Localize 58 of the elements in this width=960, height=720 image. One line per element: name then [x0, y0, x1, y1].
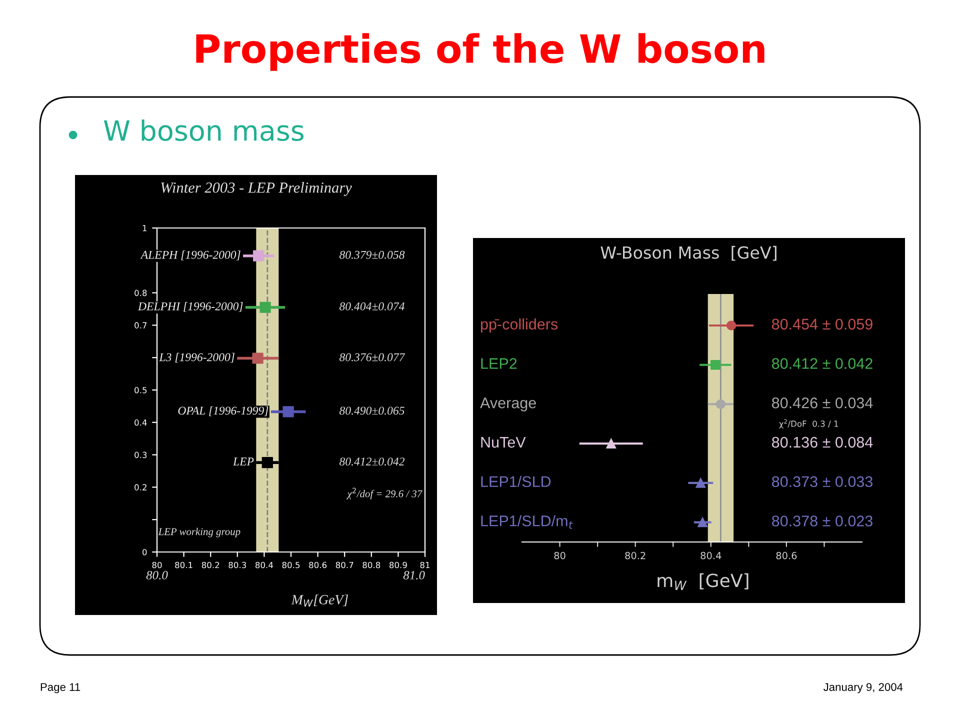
y-tick-label: pp̄-colliders — [480, 318, 558, 333]
text: Page 11 — [40, 683, 80, 694]
x-tick-label: 80.5 — [282, 562, 300, 568]
x-tick-label: 80.4 — [700, 552, 722, 560]
x-axis-title: M$_{W}$[GeV] — [291, 594, 348, 607]
x-tick-label: 80.9 — [389, 562, 407, 568]
annotation: 80.412±0.042 — [339, 458, 404, 466]
series-label: DELPHI [1996-2000] — [138, 302, 243, 312]
x-tick-label: 80.7 — [336, 562, 354, 568]
chart-title: W-Boson Mass [GeV] — [600, 246, 776, 261]
x-tick-label: 80.6 — [776, 552, 797, 560]
annotation: 80.376±0.077 — [339, 353, 406, 362]
annotation: 80.136 ± 0.084 — [772, 436, 873, 448]
text: Properties of the W boson — [196, 33, 764, 71]
series-label: LEP — [232, 458, 254, 466]
x-tick-label: 80.2 — [625, 552, 646, 560]
text: 80.0 — [146, 570, 168, 580]
text: January 9, 2004 — [823, 683, 903, 694]
x-tick-label: 80.3 — [228, 562, 246, 568]
x-tick-label: 80 — [554, 552, 566, 560]
y-tick-label: 0.8 — [134, 290, 147, 296]
y-tick-label: 0 — [142, 548, 147, 556]
x-tick-label: 80.2 — [202, 562, 220, 568]
annotation: 80.412 ± 0.042 — [772, 358, 872, 369]
x-tick-label: 80.6 — [309, 562, 327, 568]
y-tick-label: 0.4 — [134, 419, 147, 426]
chart-title: Winter 2003 - LEP Preliminary — [161, 182, 352, 196]
annotation: 80.426 ± 0.034 — [772, 398, 873, 408]
y-tick-label: 0.7 — [134, 322, 147, 328]
x-tick-label: 80.8 — [362, 562, 380, 568]
x-tick-label: 80 — [152, 562, 162, 568]
annotation: χ$^{2}$/DoF 0.3 / 1 — [779, 419, 838, 428]
y-tick-label: NuTeV — [481, 437, 526, 448]
annotation: LEP working group — [158, 528, 240, 538]
y-tick-label: 0.2 — [134, 484, 146, 490]
y-tick-label: Average — [480, 398, 536, 412]
series-label: L3 [1996-2000] — [159, 352, 234, 363]
y-tick-label: 0.5 — [134, 386, 147, 394]
annotation: χ$^{2}$/dof = 29.6 / 37 — [346, 488, 422, 500]
x-axis-title: m$_{W}$ [GeV] — [658, 573, 748, 590]
y-tick-label: LEP2 — [481, 358, 517, 369]
y-tick-label: LEP1/SLD — [481, 476, 551, 488]
x-tick-label: 80.4 — [255, 562, 274, 568]
series-label: OPAL [1996-1999] — [178, 406, 268, 416]
y-tick-label: LEP1/SLD/m$_{t}$ — [481, 515, 573, 529]
x-tick-label: 81 — [420, 562, 430, 568]
text: 81.0 — [403, 570, 425, 580]
annotation: 80.379±0.058 — [339, 250, 405, 259]
annotation: 80.378 ± 0.023 — [772, 516, 872, 526]
text: W boson mass — [104, 120, 304, 142]
annotation: 80.404±0.074 — [339, 302, 404, 310]
annotation: 80.454 ± 0.059 — [772, 318, 872, 330]
annotation: 80.373 ± 0.033 — [772, 476, 872, 488]
y-tick-label: 1 — [142, 225, 147, 232]
annotation: 80.490±0.065 — [339, 406, 404, 415]
y-tick-label: 0.3 — [134, 452, 147, 458]
series-label: ALEPH [1996-2000] — [140, 250, 240, 260]
x-tick-label: 80.1 — [175, 562, 192, 568]
